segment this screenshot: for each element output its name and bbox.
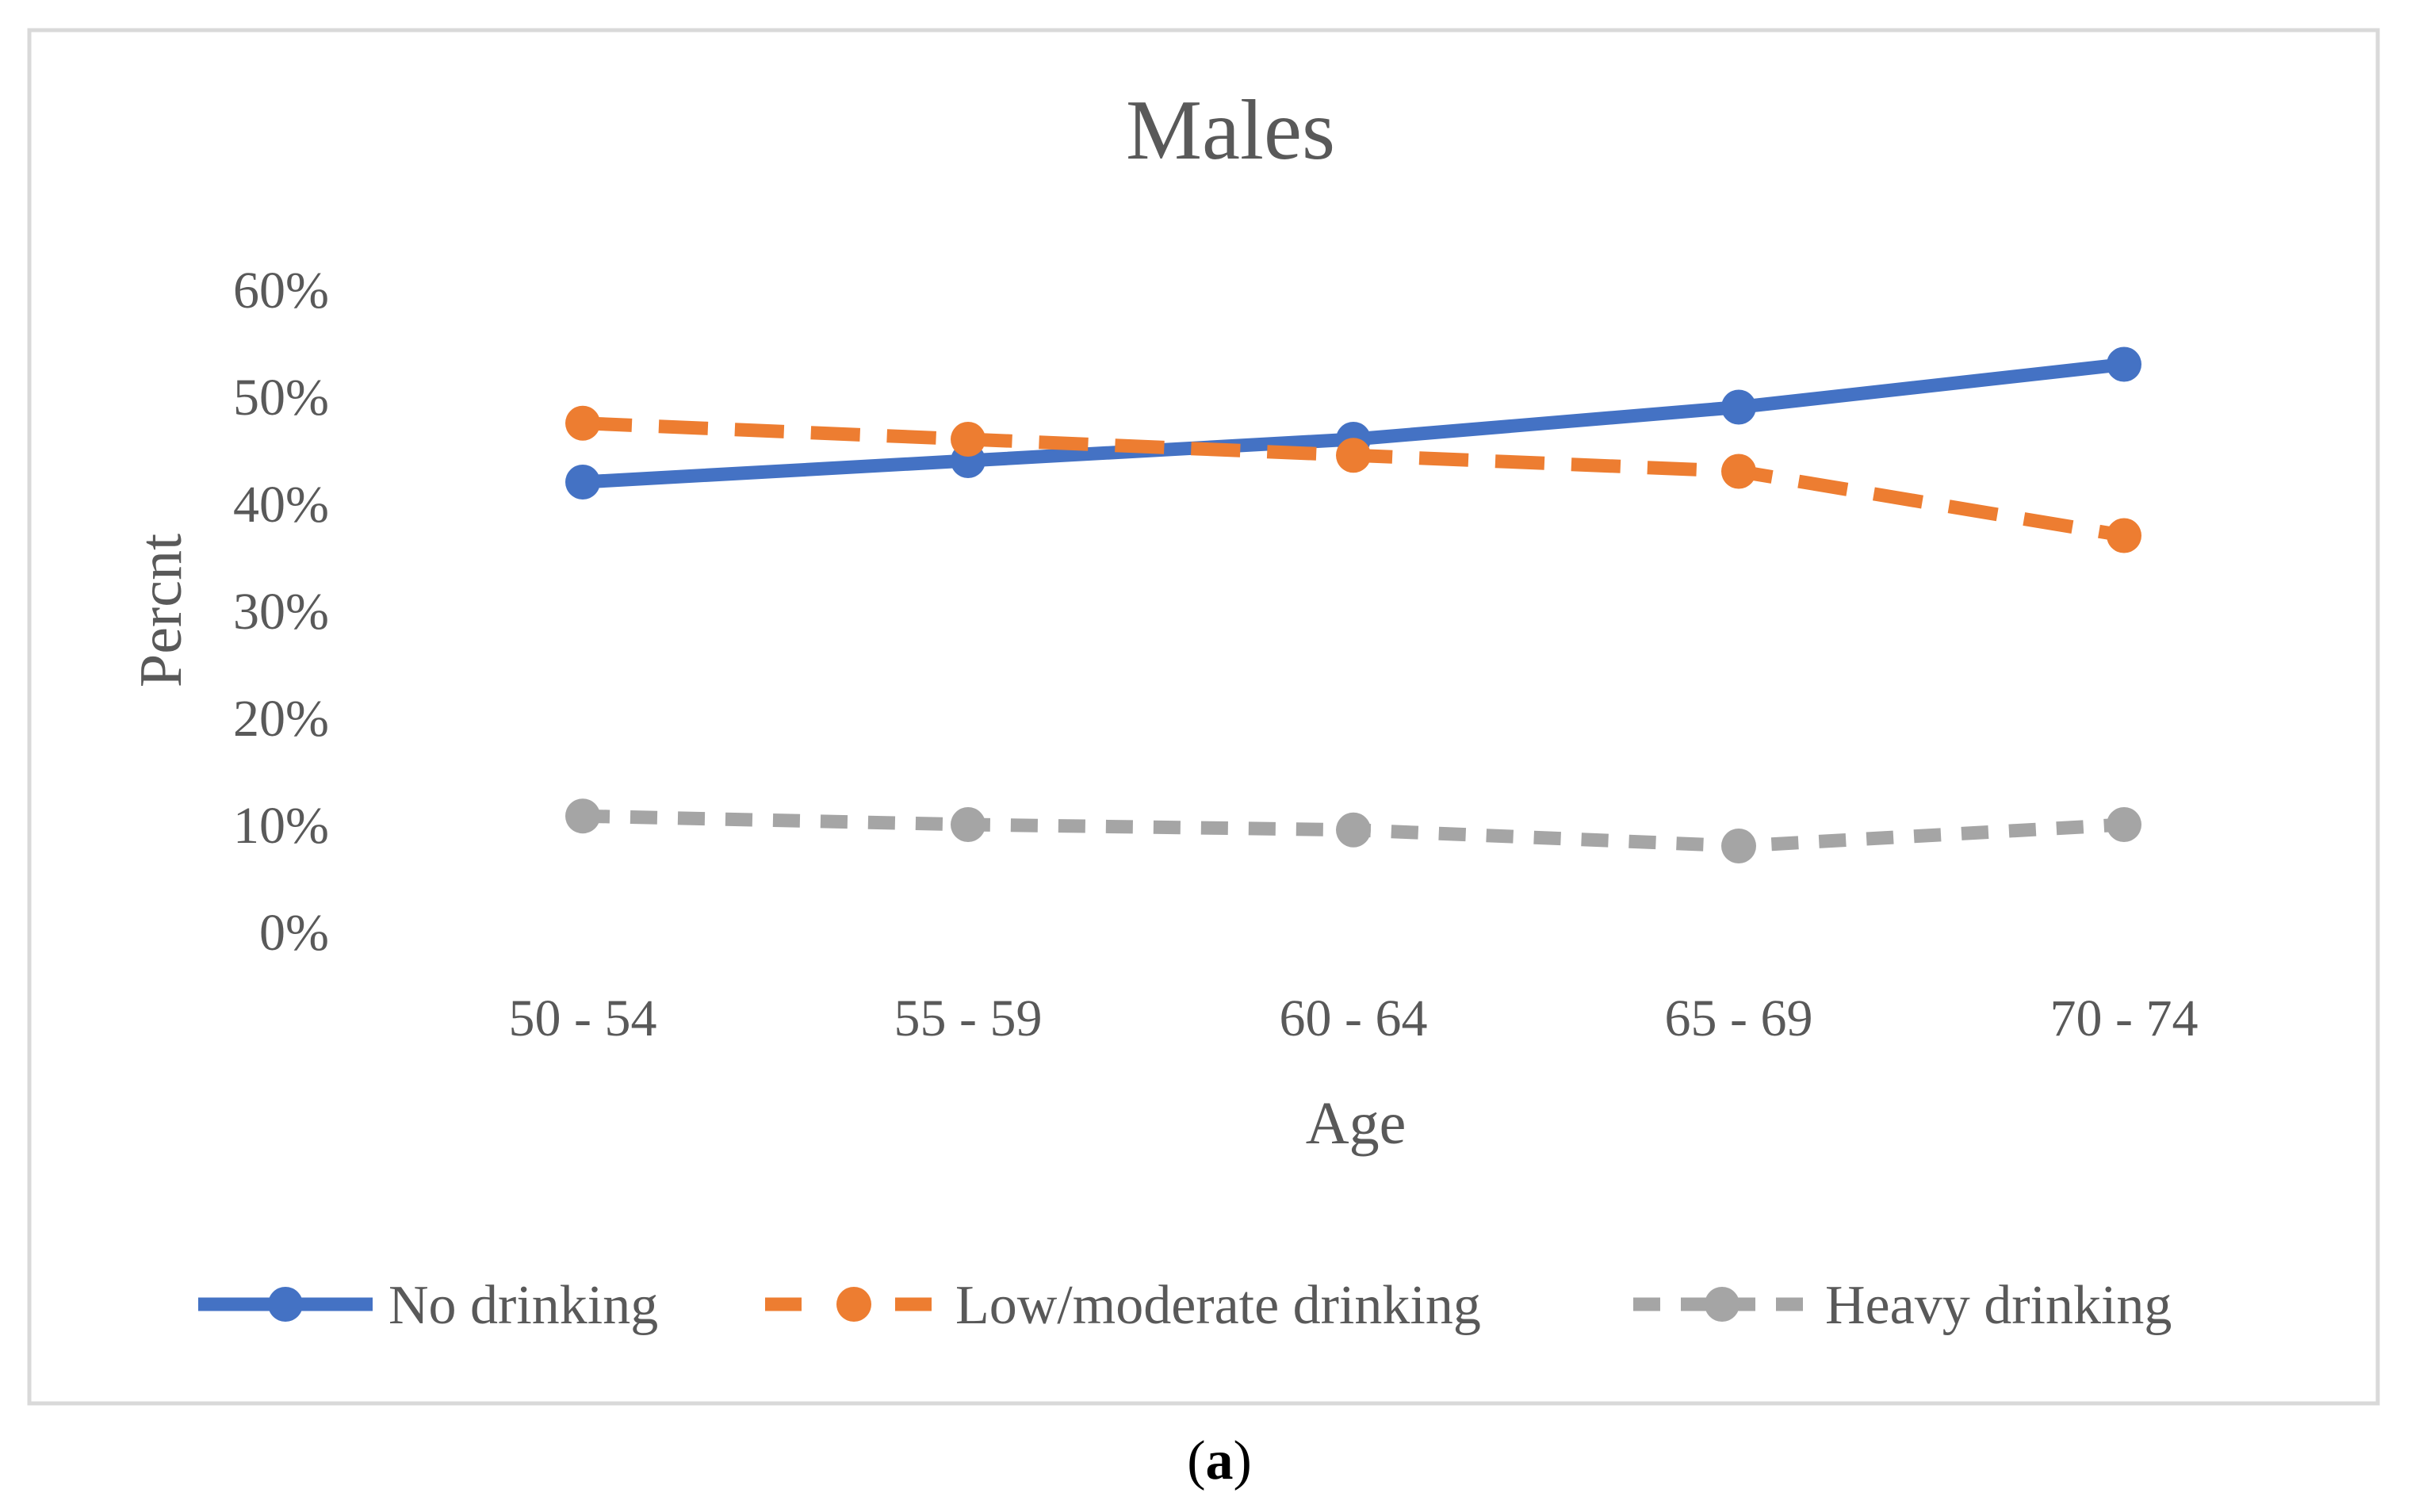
legend-marker-2 bbox=[1705, 1287, 1739, 1322]
legend: No drinking Low/moderate drinking Heavy dr… bbox=[198, 1275, 2172, 1336]
series-points bbox=[565, 346, 2141, 863]
data-point bbox=[951, 422, 986, 457]
data-point bbox=[1336, 812, 1371, 848]
data-point bbox=[565, 405, 600, 441]
data-point bbox=[565, 465, 600, 500]
caption-close: ) bbox=[1234, 1430, 1252, 1491]
data-point bbox=[951, 807, 986, 842]
legend-label-1: Low/moderate drinking bbox=[955, 1275, 1481, 1336]
y-tick-label: 10% bbox=[233, 797, 329, 855]
data-point bbox=[2107, 807, 2141, 842]
y-tick-label: 50% bbox=[233, 369, 329, 427]
legend-marker-0 bbox=[268, 1287, 303, 1322]
x-tick-label: 50 - 54 bbox=[509, 989, 657, 1047]
data-point bbox=[1336, 438, 1371, 473]
x-tick-label: 55 - 59 bbox=[894, 989, 1043, 1047]
data-point bbox=[1721, 829, 1756, 863]
y-tick-label: 0% bbox=[259, 904, 329, 962]
legend-label-0: No drinking bbox=[388, 1275, 658, 1336]
x-tick-label: 60 - 64 bbox=[1280, 989, 1428, 1047]
data-point bbox=[565, 798, 600, 834]
x-axis-ticks: 50 - 54 55 - 59 60 - 64 65 - 69 70 - 74 bbox=[509, 989, 2199, 1047]
chart-title: Males bbox=[1126, 83, 1335, 178]
data-point bbox=[2107, 518, 2141, 553]
y-tick-label: 60% bbox=[233, 262, 329, 320]
figure-caption: (a) bbox=[1187, 1430, 1252, 1491]
data-point bbox=[2107, 346, 2141, 382]
legend-marker-1 bbox=[836, 1287, 871, 1322]
x-axis-title: Age bbox=[1306, 1090, 1407, 1157]
y-tick-label: 40% bbox=[233, 476, 329, 534]
y-axis-title: Percnt bbox=[128, 534, 194, 687]
chart-frame bbox=[27, 28, 2380, 1406]
data-point bbox=[1721, 454, 1756, 489]
caption-open: ( bbox=[1187, 1430, 1205, 1491]
x-tick-label: 65 - 69 bbox=[1665, 989, 1813, 1047]
y-axis-ticks: 0% 10% 20% 30% 40% 50% 60% bbox=[233, 262, 329, 962]
caption-letter: a bbox=[1206, 1430, 1234, 1491]
y-tick-label: 20% bbox=[233, 690, 329, 748]
data-point bbox=[1721, 389, 1756, 425]
legend-label-2: Heavy drinking bbox=[1825, 1275, 2172, 1336]
x-tick-label: 70 - 74 bbox=[2050, 989, 2199, 1047]
y-tick-label: 30% bbox=[233, 583, 329, 641]
